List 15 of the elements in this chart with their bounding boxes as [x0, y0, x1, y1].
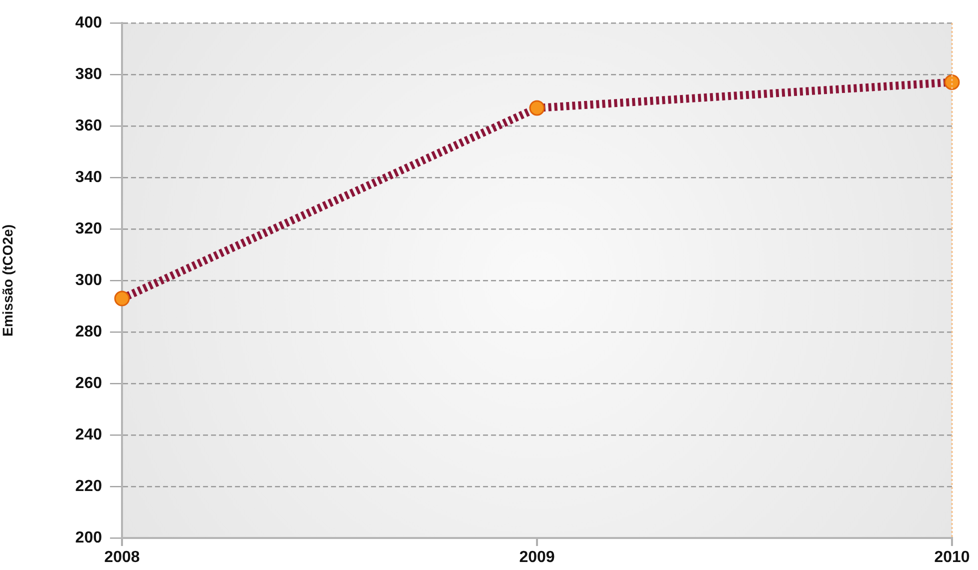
y-tick-label: 280 [75, 323, 102, 340]
y-tick-label: 320 [75, 220, 102, 238]
y-tick-label: 240 [75, 426, 102, 444]
x-tick-label: 2010 [934, 549, 970, 566]
x-tick-label: 2009 [519, 549, 555, 566]
y-tick-label: 400 [75, 14, 102, 32]
y-tick-label: 380 [75, 66, 102, 83]
y-axis-title: Emissão (tCO2e) [0, 224, 16, 337]
y-tick-label: 200 [75, 529, 102, 546]
y-tick-label: 260 [75, 374, 102, 392]
y-tick-label: 360 [75, 117, 102, 134]
y-tick-label: 300 [75, 272, 102, 289]
x-tick-label: 2008 [104, 549, 140, 566]
y-tick-label: 220 [75, 478, 102, 495]
y-tick-label: 340 [75, 168, 102, 186]
